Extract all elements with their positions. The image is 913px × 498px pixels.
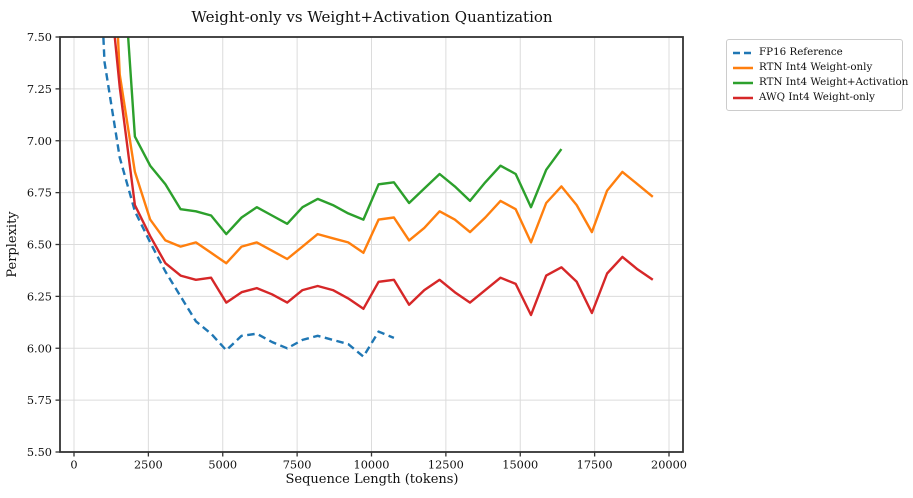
y-tick-label: 6.00 [27, 342, 52, 355]
y-tick-label: 6.75 [27, 187, 52, 200]
legend-label: FP16 Reference [759, 46, 843, 58]
legend-item-rtn-int4-weight-only: RTN Int4 Weight-only [732, 60, 894, 75]
chart-title: Weight-only vs Weight+Activation Quantiz… [191, 8, 552, 26]
x-tick-label: 2500 [134, 459, 163, 472]
y-tick-label: 7.25 [27, 83, 52, 96]
x-tick-label: 17500 [577, 459, 613, 472]
legend-item-rtn-int4-weight-activation: RTN Int4 Weight+Activation [732, 75, 908, 90]
series-line-rtn-int4-weight-activation [126, 37, 563, 236]
x-axis-label: Sequence Length (tokens) [285, 472, 458, 487]
x-tick-label: 20000 [651, 459, 687, 472]
legend-label: RTN Int4 Weight+Activation [759, 76, 909, 88]
legend-swatch-rtn-int4-weight-only [733, 66, 753, 69]
y-tick-label: 6.25 [27, 290, 52, 303]
legend-swatch-fp16-reference [733, 51, 753, 54]
y-tick-label: 7.50 [27, 31, 52, 44]
x-tick-label: 0 [70, 459, 77, 472]
legend-swatch-rtn-int4-weight-activation [733, 81, 753, 84]
series-line-fp16-reference [102, 37, 395, 358]
x-tick-label: 12500 [428, 459, 464, 472]
legend-label: RTN Int4 Weight-only [759, 61, 873, 73]
axes: 0 2500 5000 7500 10000 12500 15000 17500 20000 5.… [27, 31, 687, 472]
legend-item-fp16-reference: FP16 Reference [732, 45, 894, 60]
x-tick-label: 15000 [502, 459, 538, 472]
series-line-awq-int4-weight-only [113, 37, 654, 317]
x-tick-label: 5000 [208, 459, 237, 472]
y-tick-label: 5.50 [27, 446, 52, 459]
y-tick-label: 5.75 [27, 394, 52, 407]
legend-item-awq-int4-weight-only: AWQ Int4 Weight-only [732, 90, 894, 105]
y-tick-label: 7.00 [27, 135, 52, 148]
series-line-rtn-int4-weight-only [116, 37, 654, 265]
legend-label: AWQ Int4 Weight-only [759, 91, 875, 103]
x-tick-label: 10000 [354, 459, 390, 472]
legend: FP16 Reference RTN Int4 Weight-only RTN In… [726, 39, 908, 111]
legend-swatch-awq-int4-weight-only [733, 96, 753, 99]
grid [60, 36, 683, 453]
x-tick-label: 7500 [283, 459, 312, 472]
y-tick-label: 6.50 [27, 239, 52, 252]
series-lines [102, 37, 654, 358]
y-axis-label: Perplexity [5, 211, 20, 278]
